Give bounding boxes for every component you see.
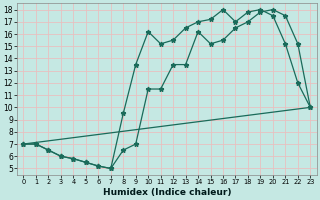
X-axis label: Humidex (Indice chaleur): Humidex (Indice chaleur) bbox=[103, 188, 231, 197]
